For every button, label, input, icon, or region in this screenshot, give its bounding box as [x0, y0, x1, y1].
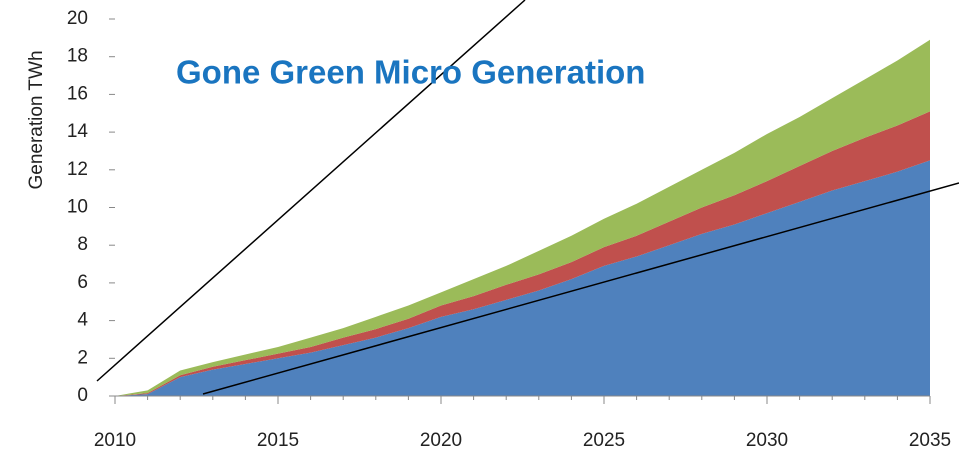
x-tick-label: 2035: [909, 430, 951, 451]
y-tick-label: 2: [77, 347, 88, 368]
y-tick-label: 10: [67, 197, 88, 218]
y-tick-label: 12: [67, 159, 88, 180]
area: [115, 160, 930, 396]
y-tick-label: 4: [77, 310, 88, 331]
y-tick-label: 18: [67, 46, 88, 67]
y-tick-label: 8: [77, 234, 88, 255]
y-axis-label: Generation TWh: [26, 50, 47, 189]
annotation-line: [96, 0, 526, 382]
x-tick-label: 2010: [94, 430, 136, 451]
y-tick-label: 16: [67, 83, 88, 104]
x-tick-label: 2025: [583, 430, 625, 451]
y-tick-label: 0: [77, 385, 88, 406]
x-tick-label: 2015: [257, 430, 299, 451]
x-tick-label: 2030: [746, 430, 788, 451]
plot-area: [115, 39, 930, 397]
chart-title: Gone Green Micro Generation: [176, 54, 645, 91]
y-tick-label: 14: [67, 121, 89, 142]
x-tick-label: 2020: [420, 430, 462, 451]
y-tick-label: 20: [67, 8, 88, 29]
annotation-line: [202, 182, 959, 395]
y-tick-label: 6: [77, 272, 88, 293]
